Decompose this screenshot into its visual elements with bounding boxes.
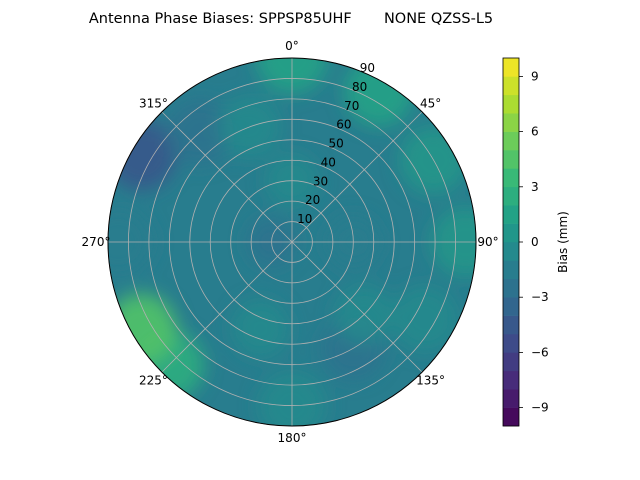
radial-tick-label: 80 (352, 80, 367, 94)
colorbar-tick-label: 6 (531, 125, 539, 139)
colorbar-tick-label: 9 (531, 69, 539, 83)
bias-sample-4 (391, 285, 459, 353)
angle-tick-label: 45° (420, 96, 441, 110)
colorbar-band (503, 370, 519, 390)
angle-tick-label: 90° (477, 235, 498, 249)
colorbar-band (503, 242, 519, 261)
colorbar-band (503, 186, 519, 206)
colorbar-tick-label: −9 (531, 401, 549, 415)
plot-outline (107, 57, 477, 427)
radial-tick-labels: 10 20 30 40 50 60 70 80 90 (297, 61, 375, 226)
radial-tick-label: 90 (360, 61, 375, 75)
colorbar-tick-label: 0 (531, 235, 539, 249)
radial-tick-label: 20 (305, 193, 320, 207)
colorbar-tick-label: 3 (531, 180, 539, 194)
angular-gridline-1 (291, 111, 423, 243)
angular-gridline-7 (161, 111, 293, 243)
angular-gridline-3 (291, 241, 423, 373)
colorbar-band (503, 113, 519, 132)
angle-tick-label: 180° (278, 431, 307, 445)
bias-sample-8 (108, 293, 177, 365)
bias-sample-10 (108, 119, 177, 191)
colorbar-band (503, 150, 519, 169)
colorbar-band (503, 58, 519, 77)
colorbar-bands (503, 58, 519, 427)
colorbar-band (503, 76, 519, 96)
radial-tick-label: 50 (328, 137, 343, 151)
colorbar-band (503, 297, 519, 316)
colorbar-band (503, 223, 519, 243)
colorbar-band (503, 278, 519, 298)
colorbar-band (503, 352, 519, 372)
angle-tick-label: 315° (139, 96, 168, 110)
chart-title: Antenna Phase Biases: SPPSP85UHF NONE QZ… (89, 11, 493, 27)
radial-tick-label: 60 (336, 118, 351, 132)
angle-tick-label: 225° (139, 374, 168, 388)
colorbar-ticks: −9 −6 −3 0 3 6 9 (519, 69, 549, 415)
radial-tick-label: 40 (321, 155, 336, 169)
colorbar-tick-label: −3 (531, 290, 549, 304)
colorbar-band (503, 168, 519, 188)
colorbar-band (503, 131, 519, 151)
colorbar: −9 −6 −3 0 3 6 9 Bias (mm) (502, 57, 570, 427)
colorbar-band (503, 389, 519, 408)
colorbar-band (503, 334, 519, 353)
radial-tick-label: 30 (313, 174, 328, 188)
angular-gridline-5 (161, 241, 293, 373)
bias-sample-17 (231, 299, 290, 358)
angle-tick-label: 270° (82, 235, 111, 249)
bias-sample-0 (256, 58, 328, 94)
colorbar-tick-label: −6 (531, 345, 549, 359)
colorbar-band (503, 315, 519, 335)
polar-plot-area: 0° 45° 90° 135° 180° 225° 270° 315° 10 20 30 40 50 6… (82, 39, 499, 445)
angle-tick-labels: 0° 45° 90° 135° 180° 225° 270° 315° (82, 39, 499, 445)
colorbar-band (503, 94, 519, 114)
colorbar-band (503, 205, 519, 224)
colorbar-band (503, 260, 519, 280)
angle-tick-label: 135° (416, 374, 445, 388)
colorbar-band (503, 407, 519, 427)
radial-tick-label: 70 (344, 99, 359, 113)
angle-tick-label: 0° (285, 39, 299, 53)
colorbar-label: Bias (mm) (556, 211, 570, 273)
polar-grid (107, 57, 477, 427)
radial-tick-label: 10 (297, 212, 312, 226)
